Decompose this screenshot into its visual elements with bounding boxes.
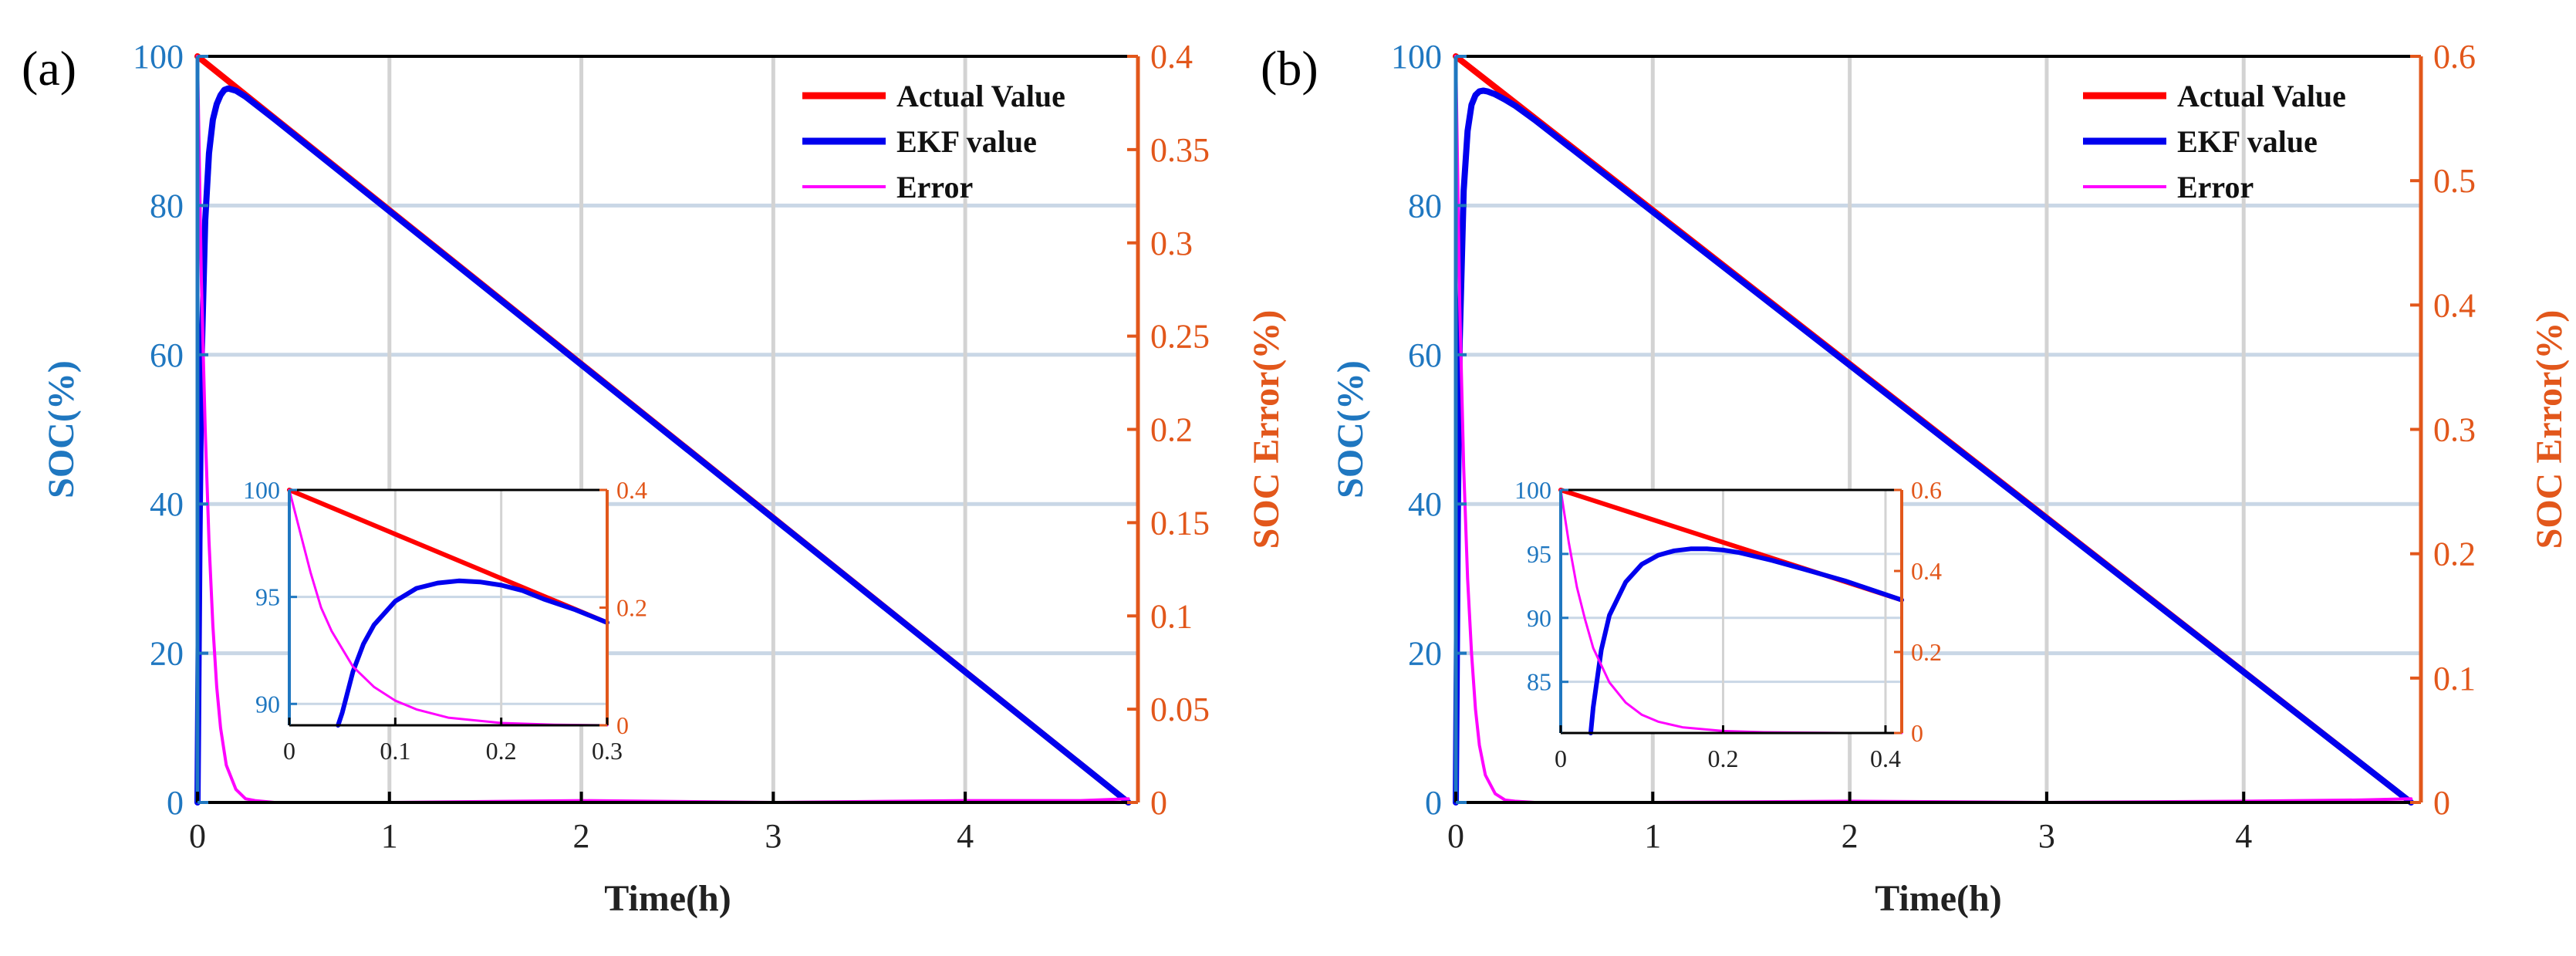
inset-left-y-tick-label: 95 [255,583,280,611]
panel-label: (b) [1261,41,1318,96]
right-y-tick-label: 0.1 [2433,660,2476,698]
inset-left-y-tick-label: 90 [255,690,280,718]
right-y-tick-label: 0.05 [1150,691,1210,728]
x-tick-label: 2 [1842,817,1859,855]
left-y-tick-label: 40 [1408,485,1442,523]
left-y-tick-label: 100 [1391,38,1442,76]
inset-x-tick-label: 0.1 [380,737,410,765]
right-y-tick-label: 0.2 [2433,535,2476,573]
right-y-tick-label: 0.4 [1150,38,1193,76]
panel-label: (a) [22,41,76,96]
inset-right-y-tick-label: 0.2 [1911,638,1942,666]
right-y-tick-label: 0.15 [1150,504,1210,542]
inset-left-y-tick-label: 90 [1527,604,1551,632]
left-y-tick-label: 0 [167,784,184,822]
inset-left-y-tick-label: 100 [243,476,280,504]
left-y-tick-label: 20 [150,635,184,673]
legend-label: Error [896,170,973,204]
left-y-tick-label: 40 [150,485,184,523]
left-y-tick-label: 100 [133,38,184,76]
right-y-tick-label: 0.3 [2433,411,2476,449]
left-y-tick-label: 60 [1408,336,1442,374]
inset-right-y-tick-label: 0 [1911,719,1923,747]
inset-right-y-tick-label: 0.4 [616,476,647,504]
right-y-tick-label: 0.25 [1150,318,1210,356]
right-y-tick-label: 0 [2433,784,2450,822]
legend: Actual Value EKF value Error [802,79,1065,204]
inset-x-tick-label: 0.2 [1707,745,1738,772]
inset-left-y-tick-label: 95 [1527,540,1551,568]
x-tick-label: 1 [381,817,398,855]
x-tick-label: 4 [2235,817,2252,855]
left-y-tick-label: 80 [1408,187,1442,225]
left-y-axis-label: SOC(%) [41,360,82,498]
legend: Actual Value EKF value Error [2083,79,2346,204]
legend-label: Actual Value [2177,79,2346,113]
x-tick-label: 1 [1644,817,1661,855]
inset-plot: 0 0.2 0.4 85 90 95 100 0 0.2 0.4 0.6 [1514,476,1942,772]
right-y-tick-label: 0 [1150,784,1167,822]
inset-x-tick-label: 0.4 [1870,745,1901,772]
inset-x-tick-label: 0 [283,737,295,765]
x-tick-label: 3 [2038,817,2055,855]
right-y-tick-label: 0.5 [2433,162,2476,200]
legend-label: EKF value [896,124,1037,159]
x-tick-label: 0 [1447,817,1464,855]
right-y-tick-label: 0.35 [1150,131,1210,169]
inset-x-tick-label: 0.3 [592,737,623,765]
x-axis-label: Time(h) [1875,878,2001,919]
panel-b: (b)0 1 2 3 402040608010000.10.20.30.40.50.6T… [1261,38,2570,919]
right-y-tick-label: 0.4 [2433,286,2476,324]
x-tick-label: 3 [765,817,782,855]
inset-right-y-tick-label: 0 [616,711,629,739]
legend-label: Actual Value [896,79,1065,113]
right-y-tick-label: 0.1 [1150,597,1193,635]
legend-label: EKF value [2177,124,2318,159]
right-y-axis-label: SOC Error(%) [1246,310,1287,549]
inset-right-y-tick-label: 0.6 [1911,476,1942,504]
panel-a: (a)0 1 2 3 402040608010000.050.10.150.20.250… [22,38,1287,919]
right-y-tick-label: 0.2 [1150,411,1193,449]
left-y-tick-label: 20 [1408,635,1442,673]
left-y-axis-label: SOC(%) [1330,360,1371,498]
x-tick-label: 0 [189,817,206,855]
x-axis-label: Time(h) [604,878,731,919]
inset-left-y-tick-label: 100 [1514,476,1551,504]
inset-background [289,490,607,725]
right-y-tick-label: 0.6 [2433,38,2476,76]
right-y-axis-label: SOC Error(%) [2529,310,2570,549]
x-tick-label: 4 [957,817,974,855]
left-y-tick-label: 0 [1425,784,1442,822]
series-line-ekf-value [1453,87,2415,806]
inset-x-tick-label: 0.2 [486,737,517,765]
inset-x-tick-label: 0 [1555,745,1567,772]
left-y-tick-label: 80 [150,187,184,225]
right-y-tick-label: 0.3 [1150,225,1193,262]
left-y-tick-label: 60 [150,336,184,374]
legend-label: Error [2177,170,2254,204]
inset-right-y-tick-label: 0.2 [616,594,647,622]
inset-series-line-ekf-value [336,578,609,728]
inset-left-y-tick-label: 85 [1527,668,1551,696]
inset-right-y-tick-label: 0.4 [1911,557,1942,585]
inset-series-line-ekf-value [1588,546,1904,735]
x-tick-label: 2 [573,817,590,855]
inset-plot: 0 0.1 0.2 0.3 90 95 100 0 0.2 0.4 [243,476,647,765]
